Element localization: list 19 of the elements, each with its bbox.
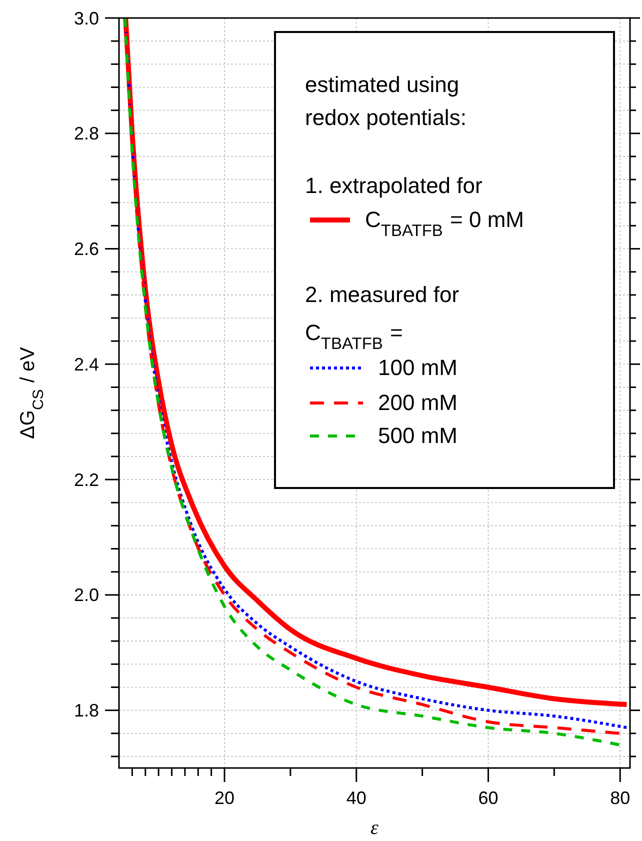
legend-label: 200 mM — [378, 390, 458, 415]
annotation: 1. extrapolated for — [305, 173, 482, 198]
x-tick-label: 60 — [478, 788, 498, 808]
legend-label: C$_{TBATFB}$ = 0 mM — [365, 207, 524, 240]
y-tick-label: 2.4 — [74, 354, 99, 374]
legend-title: estimated using redox potentials: — [305, 72, 466, 130]
annotation: 2. measured for C$_{TBATFB}$ = — [305, 282, 460, 353]
y-tick-label: 3.0 — [74, 8, 99, 28]
x-tick-label: 20 — [214, 788, 235, 808]
legend-label: 100 mM — [378, 355, 458, 380]
y-tick-label: 2.0 — [74, 585, 99, 606]
x-tick-label: 80 — [610, 788, 630, 808]
y-tick-label: 1.8 — [74, 700, 99, 721]
y-tick-label: 2.2 — [74, 470, 99, 490]
x-axis-title: ε — [370, 817, 379, 839]
x-tick-label: 40 — [346, 788, 366, 808]
y-tick-label: 2.6 — [74, 239, 99, 260]
legend-label: 500 mM — [378, 423, 458, 448]
y-tick-label: 2.8 — [74, 124, 99, 144]
